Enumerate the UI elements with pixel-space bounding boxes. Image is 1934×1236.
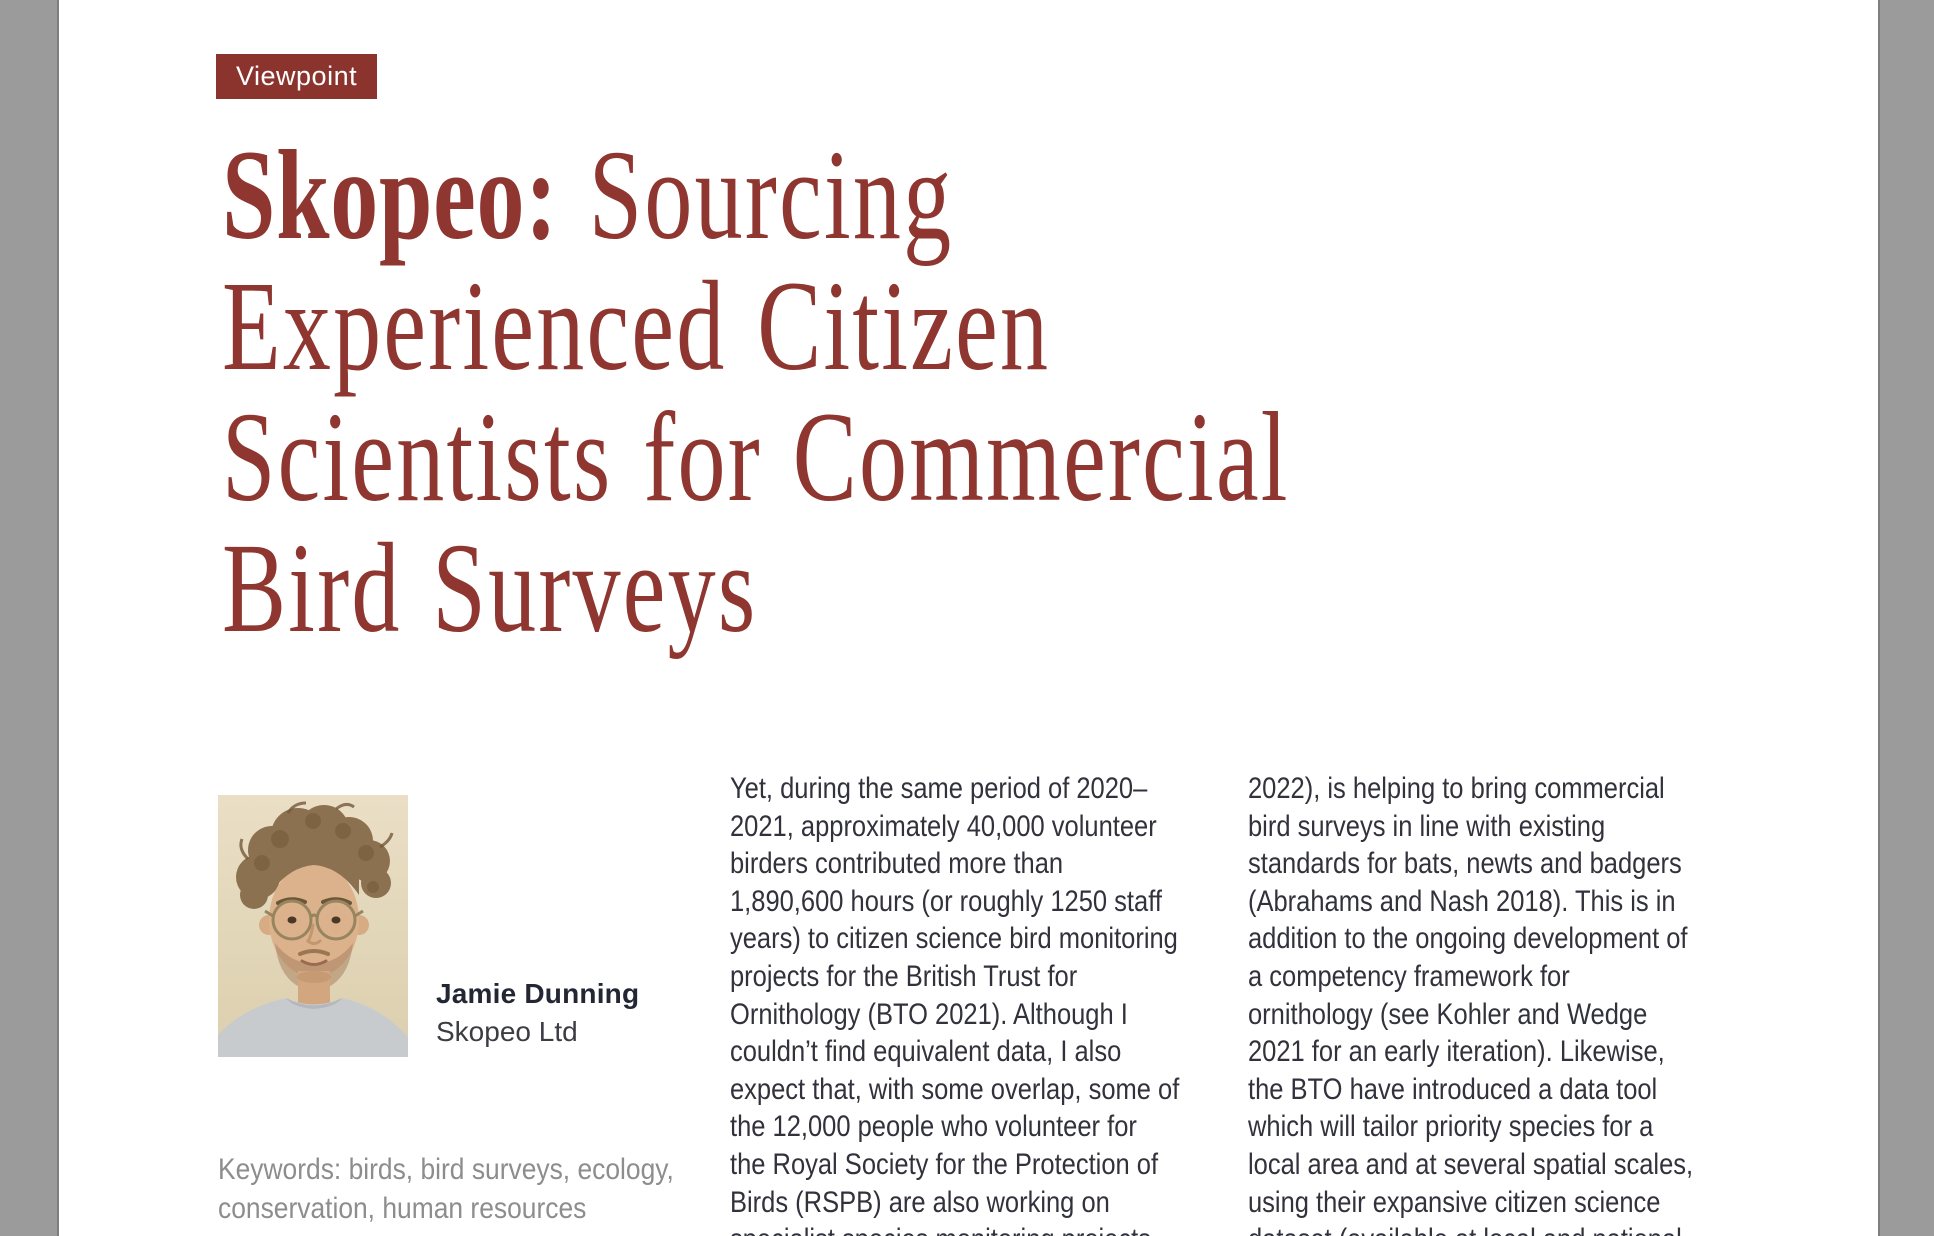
body-column-right: 2022), is helping to bring commercial bi…: [1248, 772, 1694, 1236]
title-line-1-rest: Sourcing: [558, 124, 954, 266]
author-photo-illustration: [218, 795, 408, 1057]
viewpoint-badge: Viewpoint: [216, 54, 378, 99]
article-title: Skopeo: Sourcing Experienced Citizen Scien…: [222, 130, 1290, 654]
author-affiliation: Skopeo Ltd: [436, 1016, 578, 1047]
title-line-1: Skopeo: Sourcing: [222, 130, 1290, 261]
body-column-middle: Yet, during the same period of 2020– 202…: [730, 772, 1180, 1236]
title-line-2: Experienced Citizen: [222, 255, 1051, 397]
title-line-4: Bird Surveys: [222, 517, 758, 659]
viewer-gutter-left: [0, 0, 59, 1236]
author-photo: [218, 795, 408, 1057]
author-name: Jamie Dunning: [436, 978, 640, 1009]
title-line-3: Scientists for Commercial: [222, 386, 1290, 528]
viewer-gutter-right: [1878, 0, 1934, 1236]
keywords: Keywords: birds, bird surveys, ecology, …: [218, 1153, 674, 1225]
title-product-name: Skopeo:: [222, 124, 558, 266]
